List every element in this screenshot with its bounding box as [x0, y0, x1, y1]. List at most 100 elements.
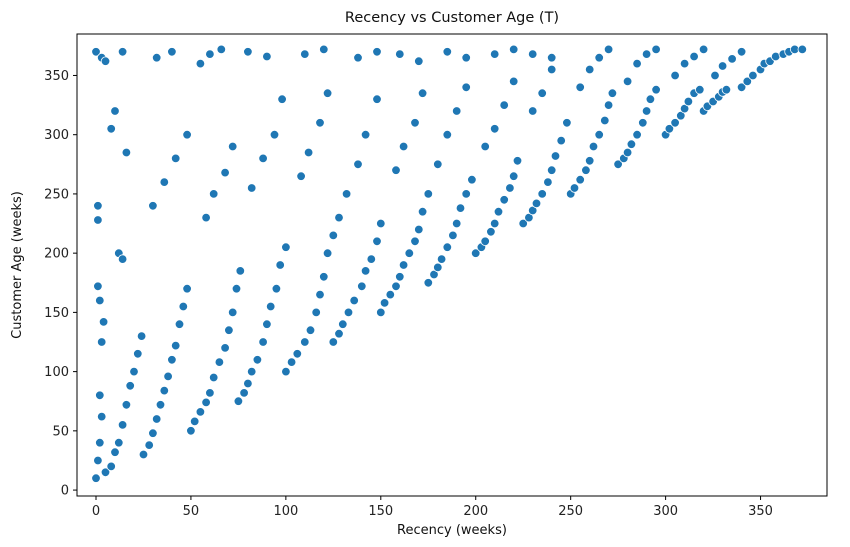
data-point	[296, 171, 306, 181]
data-point	[417, 206, 428, 217]
data-point	[281, 242, 291, 252]
data-point	[461, 53, 471, 63]
data-point	[148, 201, 158, 211]
data-point	[174, 319, 185, 329]
data-point	[334, 212, 344, 223]
data-point	[328, 230, 339, 241]
data-point	[638, 118, 648, 128]
data-point	[651, 84, 661, 95]
y-tick-label: 300	[44, 128, 69, 143]
data-point	[547, 53, 557, 63]
data-point	[121, 400, 132, 410]
data-point	[676, 110, 686, 121]
data-point	[106, 124, 116, 134]
data-point	[286, 357, 297, 367]
data-point	[155, 400, 166, 410]
data-point	[490, 49, 500, 59]
data-point	[404, 248, 415, 258]
data-point	[410, 118, 420, 128]
data-point	[262, 319, 272, 329]
data-point	[385, 289, 396, 300]
data-point	[224, 325, 234, 335]
x-axis: 0 50 100 150 200 250 300 350	[92, 496, 773, 519]
data-point	[721, 84, 732, 95]
data-point	[96, 337, 107, 347]
data-point	[311, 307, 321, 318]
data-point	[231, 284, 242, 294]
data-point	[372, 94, 382, 104]
data-point	[300, 337, 310, 347]
data-point	[227, 141, 238, 152]
data-point	[528, 49, 538, 59]
data-point	[575, 174, 585, 185]
data-point	[246, 366, 257, 377]
data-point	[417, 88, 428, 98]
data-point	[414, 56, 424, 66]
data-point	[195, 407, 206, 417]
data-point	[670, 118, 680, 128]
data-point	[528, 205, 538, 216]
data-point	[398, 260, 409, 270]
data-point	[186, 426, 196, 436]
data-point	[490, 218, 500, 229]
data-point	[509, 44, 519, 55]
data-point	[100, 56, 111, 66]
data-point	[258, 153, 268, 164]
data-point	[452, 106, 462, 116]
data-point	[512, 156, 523, 166]
data-point	[442, 242, 453, 252]
data-point	[689, 51, 699, 62]
data-point	[710, 70, 720, 81]
data-point	[480, 141, 490, 152]
data-point	[429, 269, 439, 280]
data-point	[391, 165, 401, 175]
data-point	[246, 183, 257, 193]
x-tick-label: 300	[653, 504, 678, 519]
data-point	[366, 254, 377, 264]
data-point	[581, 165, 591, 175]
data-point	[258, 337, 268, 347]
data-point	[322, 88, 333, 98]
data-point	[391, 281, 401, 292]
data-point	[214, 357, 225, 367]
data-point	[235, 266, 246, 276]
data-point	[338, 319, 348, 329]
data-point	[322, 248, 333, 258]
data-point	[121, 147, 132, 158]
data-point	[144, 440, 154, 450]
data-point	[117, 47, 128, 57]
data-point	[414, 224, 424, 235]
data-point	[410, 236, 420, 247]
data-point	[436, 254, 447, 264]
data-point	[698, 44, 709, 55]
data-point	[353, 159, 363, 170]
data-point	[201, 397, 211, 408]
data-point	[151, 414, 162, 424]
data-point	[277, 94, 287, 104]
data-point	[110, 106, 120, 116]
data-point	[398, 141, 409, 152]
data-point	[148, 428, 158, 438]
data-point	[499, 195, 509, 205]
data-point	[93, 281, 103, 292]
data-point	[622, 76, 633, 87]
y-tick-label: 100	[44, 365, 69, 380]
y-axis: 0 50 100 150 200 250 300 350	[44, 69, 77, 499]
data-point	[547, 64, 557, 75]
x-tick-label: 0	[92, 504, 100, 519]
data-point	[167, 47, 177, 57]
y-tick-label: 250	[44, 187, 69, 202]
data-point	[613, 159, 623, 170]
data-point	[91, 473, 101, 483]
data-point	[233, 396, 244, 406]
data-point	[281, 366, 291, 377]
data-point	[303, 147, 314, 158]
data-point	[547, 165, 557, 175]
data-point	[562, 118, 572, 128]
data-point	[96, 411, 107, 422]
data-point	[452, 218, 462, 229]
data-point	[189, 416, 200, 427]
